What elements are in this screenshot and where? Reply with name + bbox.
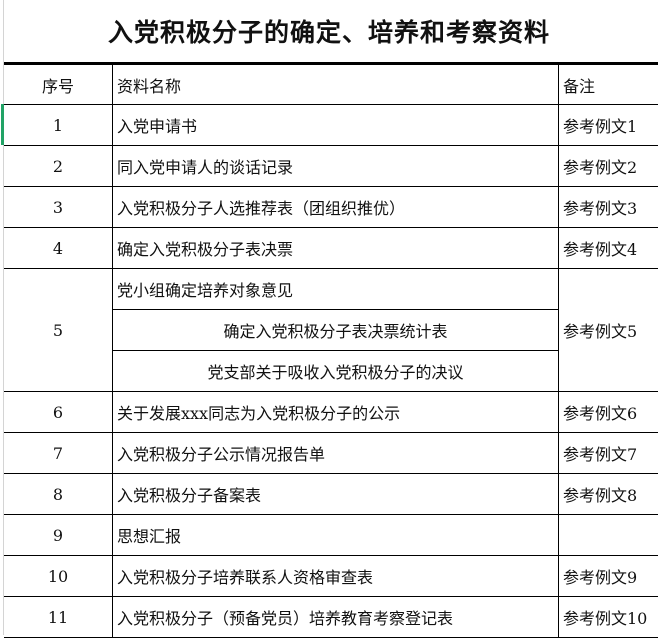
cell-name[interactable]: 入党积极分子备案表 [113, 474, 559, 515]
cell-note[interactable]: 参考例文5 [559, 269, 658, 392]
cell-no[interactable]: 11 [4, 597, 113, 638]
header-note[interactable]: 备注 [559, 64, 658, 105]
cell-name[interactable]: 确定入党积极分子表决票统计表 [113, 310, 559, 351]
cell-name[interactable]: 思想汇报 [113, 515, 559, 556]
header-no[interactable]: 序号 [4, 64, 113, 105]
cell-note[interactable]: 参考例文3 [559, 187, 658, 228]
cell-note[interactable]: 参考例文2 [559, 146, 658, 187]
cell-no[interactable]: 4 [4, 228, 113, 269]
header-name[interactable]: 资料名称 [113, 64, 559, 105]
cell-no[interactable]: 9 [4, 515, 113, 556]
sheet-title[interactable]: 入党积极分子的确定、培养和考察资料 [0, 0, 658, 62]
cell-note[interactable]: 参考例文6 [559, 392, 658, 433]
cell-no[interactable]: 5 [4, 269, 113, 392]
cell-name[interactable]: 入党积极分子公示情况报告单 [113, 433, 559, 474]
cell-name[interactable]: 党支部关于吸收入党积极分子的决议 [113, 351, 559, 392]
cell-name[interactable]: 入党申请书 [113, 105, 559, 146]
cell-no[interactable]: 6 [4, 392, 113, 433]
header-row: 序号 资料名称 备注 [4, 64, 658, 105]
cell-no[interactable]: 10 [4, 556, 113, 597]
cell-note[interactable]: 参考例文7 [559, 433, 658, 474]
cell-name[interactable]: 同入党申请人的谈话记录 [113, 146, 559, 187]
cell-note[interactable]: 参考例文8 [559, 474, 658, 515]
cell-no[interactable]: 3 [4, 187, 113, 228]
cell-name[interactable]: 关于发展xxx同志为入党积极分子的公示 [113, 392, 559, 433]
cell-note[interactable] [559, 515, 658, 556]
cell-note[interactable]: 参考例文10 [559, 597, 658, 638]
cell-name[interactable]: 入党积极分子培养联系人资格审查表 [113, 556, 559, 597]
cell-no[interactable]: 1 [4, 105, 113, 146]
cell-name[interactable]: 确定入党积极分子表决票 [113, 228, 559, 269]
cell-no[interactable]: 8 [4, 474, 113, 515]
cell-note[interactable]: 参考例文9 [559, 556, 658, 597]
cell-note[interactable]: 参考例文1 [559, 105, 658, 146]
cell-name[interactable]: 入党积极分子人选推荐表（团组织推优） [113, 187, 559, 228]
cell-name[interactable]: 入党积极分子（预备党员）培养教育考察登记表 [113, 597, 559, 638]
cell-note[interactable]: 参考例文4 [559, 228, 658, 269]
cell-no[interactable]: 7 [4, 433, 113, 474]
cell-no[interactable]: 2 [4, 146, 113, 187]
cell-name[interactable]: 党小组确定培养对象意见 [113, 269, 559, 310]
